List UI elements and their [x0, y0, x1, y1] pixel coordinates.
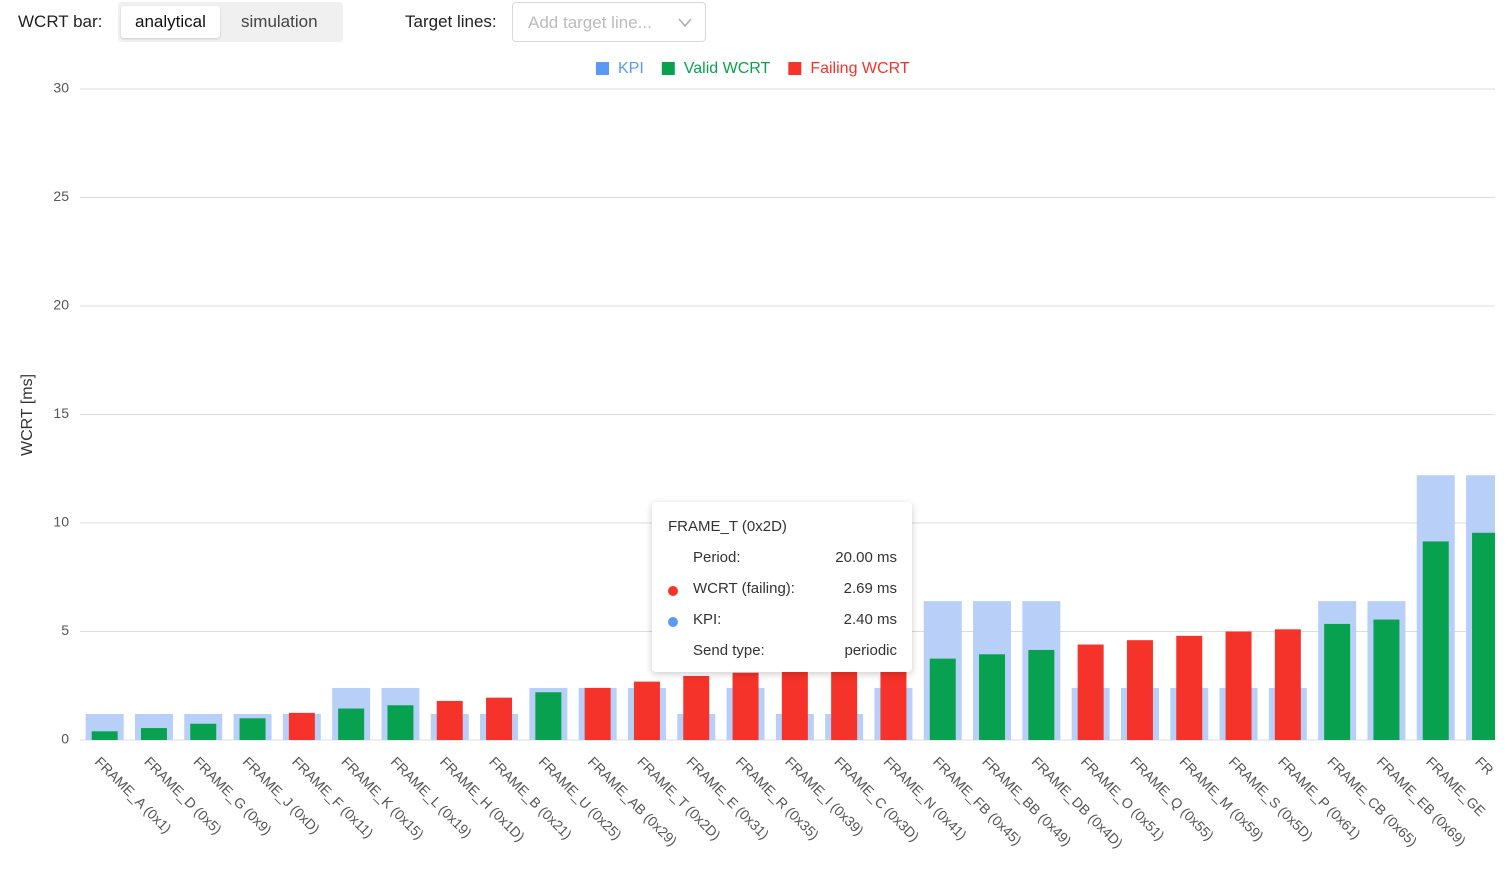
bar: [387, 705, 414, 740]
bar: [1176, 635, 1203, 740]
x-tick-label: FRAME_B (0x21): [486, 753, 575, 842]
x-tick-label: FRAME_EB (0x69): [1374, 753, 1469, 848]
x-tick-label: FRAME_CB (0x65): [1324, 753, 1420, 849]
bar: [584, 687, 611, 740]
y-tick-label: 30: [53, 80, 69, 96]
placeholder: Add target line...: [528, 13, 652, 32]
y-tick-label: 25: [53, 188, 69, 204]
bar: [1126, 640, 1153, 740]
bar: [535, 692, 562, 740]
bar: [1028, 649, 1055, 740]
bar: [633, 681, 660, 740]
legend-label: Valid WCRT: [684, 60, 771, 77]
x-tick-label: FRAME_K (0x15): [338, 753, 427, 842]
tooltip-value: 2.69 ms: [843, 580, 897, 597]
segmented: analytical simulation: [118, 2, 343, 42]
legend-label: Failing WCRT: [810, 60, 910, 77]
tooltip-label: WCRT (failing):: [693, 580, 795, 597]
tooltip-value: 2.40 ms: [843, 611, 897, 628]
option[interactable]: simulation: [241, 12, 318, 31]
tooltip: FRAME_T (0x2D) Period: 20.00 ms WCRT (fail…: [652, 502, 912, 672]
y-tick-label: 5: [61, 622, 69, 638]
target-label: Target lines:: [405, 12, 497, 31]
y-tick-label: 0: [61, 731, 69, 747]
x-tick-label: FRAME_R (0x35): [733, 753, 822, 842]
x-tick-label: FRAME_H (0x1D): [437, 753, 528, 844]
bar: [486, 697, 513, 740]
tooltip-value: periodic: [844, 642, 897, 659]
bar: [732, 672, 759, 740]
bar: [929, 658, 956, 740]
x-tick-label: FR: [1472, 753, 1497, 778]
x-tick-label: FRAME_AB (0x29): [585, 753, 680, 848]
y-tick-label: 15: [53, 405, 69, 421]
legend-swatch: [788, 62, 802, 75]
bar: [1422, 541, 1449, 740]
bar: [91, 731, 118, 740]
x-tick-label: FRAME_FB (0x45): [930, 753, 1025, 848]
chevron: [678, 18, 692, 28]
tooltip-value: 20.00 ms: [835, 549, 897, 566]
x-tick-label: FRAME_S (0x5D): [1226, 753, 1317, 844]
x-tick-label: FRAME_T (0x2D): [634, 753, 724, 843]
x-tick-label: FRAME_M (0x59): [1177, 753, 1268, 844]
tooltip-title: FRAME_T (0x2D): [668, 518, 787, 535]
bar: [1472, 532, 1495, 740]
option[interactable]: analytical: [121, 6, 220, 38]
bar: [781, 670, 808, 740]
x-tick-label: FRAME_Q (0x55): [1127, 753, 1217, 843]
bar: [140, 728, 167, 740]
tooltip-label: Send type:: [693, 642, 765, 659]
bar: [1373, 619, 1400, 740]
x-tick-label: FRAME_C (0x3D): [831, 753, 922, 844]
legend-swatch: [596, 62, 609, 75]
x-tick-label: FRAME_U (0x25): [536, 753, 625, 842]
bar: [239, 718, 266, 740]
tooltip-dot: [668, 617, 678, 627]
legend-swatch: [661, 62, 675, 75]
wcrt-label: WCRT bar:: [18, 12, 103, 31]
bar: [338, 708, 365, 740]
y-axis-label: WCRT [ms]: [19, 374, 36, 456]
bar: [979, 654, 1006, 740]
bar: [436, 700, 463, 740]
tooltip-dot: [668, 586, 678, 596]
bar: [288, 712, 315, 740]
bar: [1324, 623, 1351, 740]
y-tick-label: 20: [53, 297, 69, 313]
bar: [880, 662, 907, 740]
x-tick-label: FRAME_O (0x51): [1078, 753, 1168, 843]
x-tick-label: FRAME_P (0x61): [1275, 753, 1364, 842]
bar: [1225, 631, 1252, 740]
x-tick-label: FRAME_BB (0x49): [979, 753, 1074, 848]
x-tick-label: FRAME_N (0x41): [881, 753, 970, 842]
target-select[interactable]: Add target line...: [512, 2, 706, 42]
bar: [831, 666, 858, 740]
bar: [1077, 644, 1104, 740]
legend-label: KPI: [618, 60, 644, 77]
tooltip-label: Period:: [693, 549, 741, 566]
tooltip-label: KPI:: [693, 611, 722, 628]
y-tick-label: 10: [53, 514, 69, 530]
x-tick-label: FRAME_E (0x31): [684, 753, 773, 842]
x-tick-label: FRAME_DB (0x4D): [1029, 753, 1127, 851]
bar: [683, 675, 710, 740]
bar: [190, 723, 217, 740]
bar: [1274, 629, 1301, 740]
